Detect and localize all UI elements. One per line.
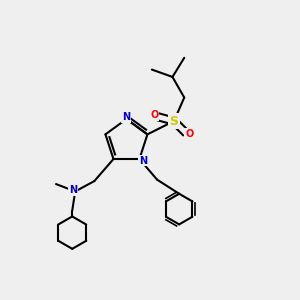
Text: N: N [122, 112, 130, 122]
Text: N: N [69, 185, 77, 195]
Text: O: O [150, 110, 158, 120]
Text: S: S [169, 115, 178, 128]
Text: N: N [139, 155, 147, 166]
Text: O: O [185, 129, 194, 139]
